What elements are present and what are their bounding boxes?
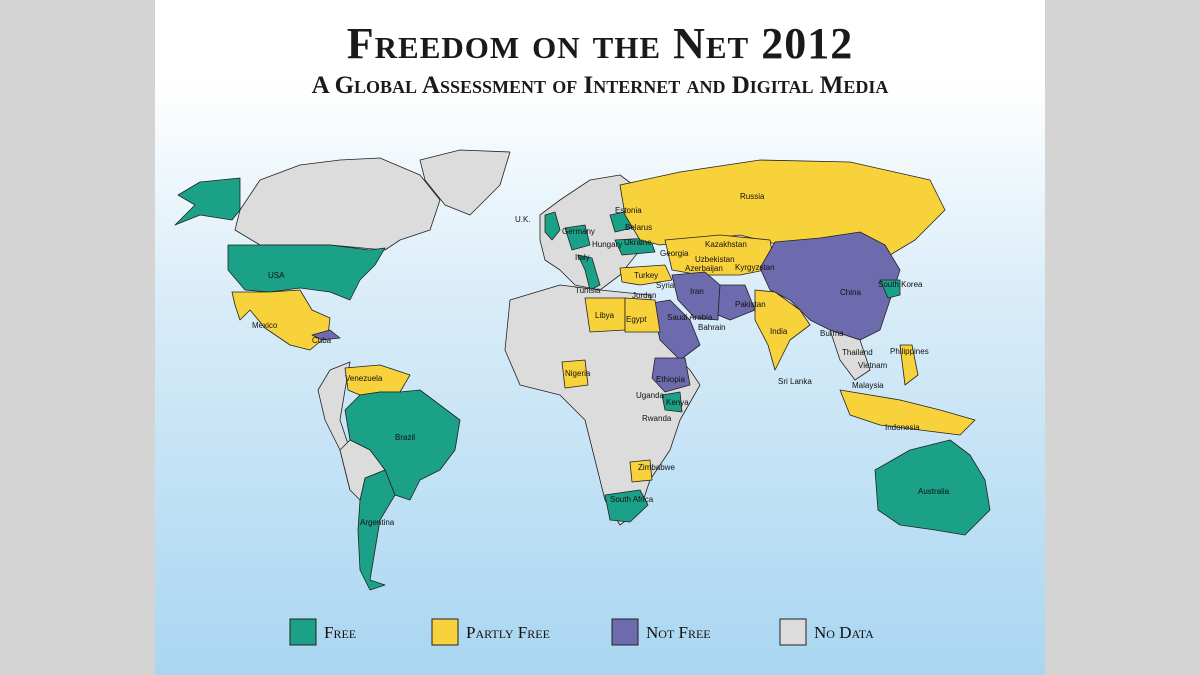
country-label: Turkey — [634, 271, 658, 280]
country-label: Uganda — [636, 391, 665, 400]
country-label: Saudi Arabia — [667, 313, 713, 322]
country-label: Syria — [656, 281, 675, 290]
land — [839, 389, 976, 436]
country-label: Rwanda — [642, 414, 672, 423]
land — [879, 279, 901, 299]
land — [234, 157, 441, 251]
land — [357, 469, 396, 591]
land — [619, 264, 673, 286]
country-label: Bahrain — [698, 323, 726, 332]
country-label: Iran — [690, 287, 704, 296]
country-label: Cuba — [312, 336, 332, 345]
country-label: Zimbabwe — [638, 463, 675, 472]
land — [227, 244, 386, 301]
country-label: Pakistan — [735, 300, 766, 309]
country-label: Australia — [918, 487, 950, 496]
land — [577, 254, 601, 291]
map-subtitle: A Global Assessment of Internet and Digi… — [311, 72, 889, 99]
country-label: Malaysia — [852, 381, 884, 390]
land — [671, 271, 721, 321]
country-label: Burma — [820, 329, 844, 338]
legend-swatch — [431, 618, 459, 646]
land — [311, 329, 341, 341]
country-label: Indonesia — [885, 423, 920, 432]
country-label: Germany — [562, 227, 595, 236]
country-label: Hungary — [592, 240, 622, 249]
land — [561, 359, 589, 389]
land — [717, 284, 756, 321]
world-map: U.K. Estonia Belarus Germany Hungary Ukraine I… — [174, 149, 991, 646]
country-label: Mexico — [252, 321, 278, 330]
country-label: South Korea — [878, 280, 923, 289]
map-title: Freedom on the Net 2012 — [346, 19, 854, 68]
land — [651, 357, 691, 393]
map-page: Freedom on the Net 2012 A Global Assessm… — [155, 0, 1045, 675]
country-label: Kazakhstan — [705, 240, 747, 249]
land — [629, 459, 653, 483]
land — [419, 149, 511, 216]
country-label: Thailand — [842, 348, 873, 357]
country-label: Estonia — [615, 206, 642, 215]
country-label: Vietnam — [858, 361, 888, 370]
land — [339, 439, 386, 501]
country-label: Kyrgyzstan — [735, 263, 775, 272]
country-label: Azerbaijan — [685, 264, 723, 273]
legend-swatch — [779, 618, 807, 646]
legend-label: Not Free — [646, 623, 711, 642]
country-label: Argentina — [360, 518, 395, 527]
country-label: China — [840, 288, 861, 297]
country-label: Georgia — [660, 249, 689, 258]
country-label: Tunisia — [575, 286, 601, 295]
country-label: Libya — [595, 311, 615, 320]
legend-swatch — [611, 618, 639, 646]
land — [624, 297, 661, 333]
country-label: India — [770, 327, 788, 336]
legend-label: No Data — [814, 623, 874, 642]
land — [564, 224, 591, 251]
country-label: Kenya — [666, 398, 689, 407]
land — [544, 211, 561, 241]
country-label: Uzbekistan — [695, 255, 735, 264]
country-label: Philippines — [890, 347, 929, 356]
land — [664, 234, 776, 276]
country-label: Egypt — [626, 315, 647, 324]
country-label: Venezuela — [345, 374, 383, 383]
legend: Free Partly Free Not Free No Data — [289, 618, 874, 646]
land — [899, 344, 919, 386]
country-label: Jordan — [632, 291, 656, 300]
country-label: Nigeria — [565, 369, 591, 378]
country-label: Ethiopia — [656, 375, 685, 384]
legend-swatch — [289, 618, 317, 646]
country-label: Sri Lanka — [778, 377, 812, 386]
country-label: Russia — [740, 192, 765, 201]
country-label: USA — [268, 271, 285, 280]
land — [614, 237, 656, 256]
land — [174, 177, 241, 226]
land — [604, 489, 649, 523]
country-labels: U.K. Estonia Belarus Germany Hungary Ukraine I… — [252, 192, 950, 527]
land — [231, 289, 331, 351]
land — [829, 329, 871, 381]
country-label: Italy — [575, 253, 590, 262]
land — [754, 289, 811, 371]
country-label: South Africa — [610, 495, 654, 504]
country-label: U.K. — [515, 215, 531, 224]
land — [661, 391, 683, 413]
land — [539, 174, 651, 291]
land — [874, 439, 991, 536]
legend-label: Free — [324, 623, 356, 642]
country-label: Belarus — [625, 223, 652, 232]
legend-label: Partly Free — [466, 623, 550, 642]
country-label: Ukraine — [624, 238, 652, 247]
country-label: Brazil — [395, 433, 415, 442]
